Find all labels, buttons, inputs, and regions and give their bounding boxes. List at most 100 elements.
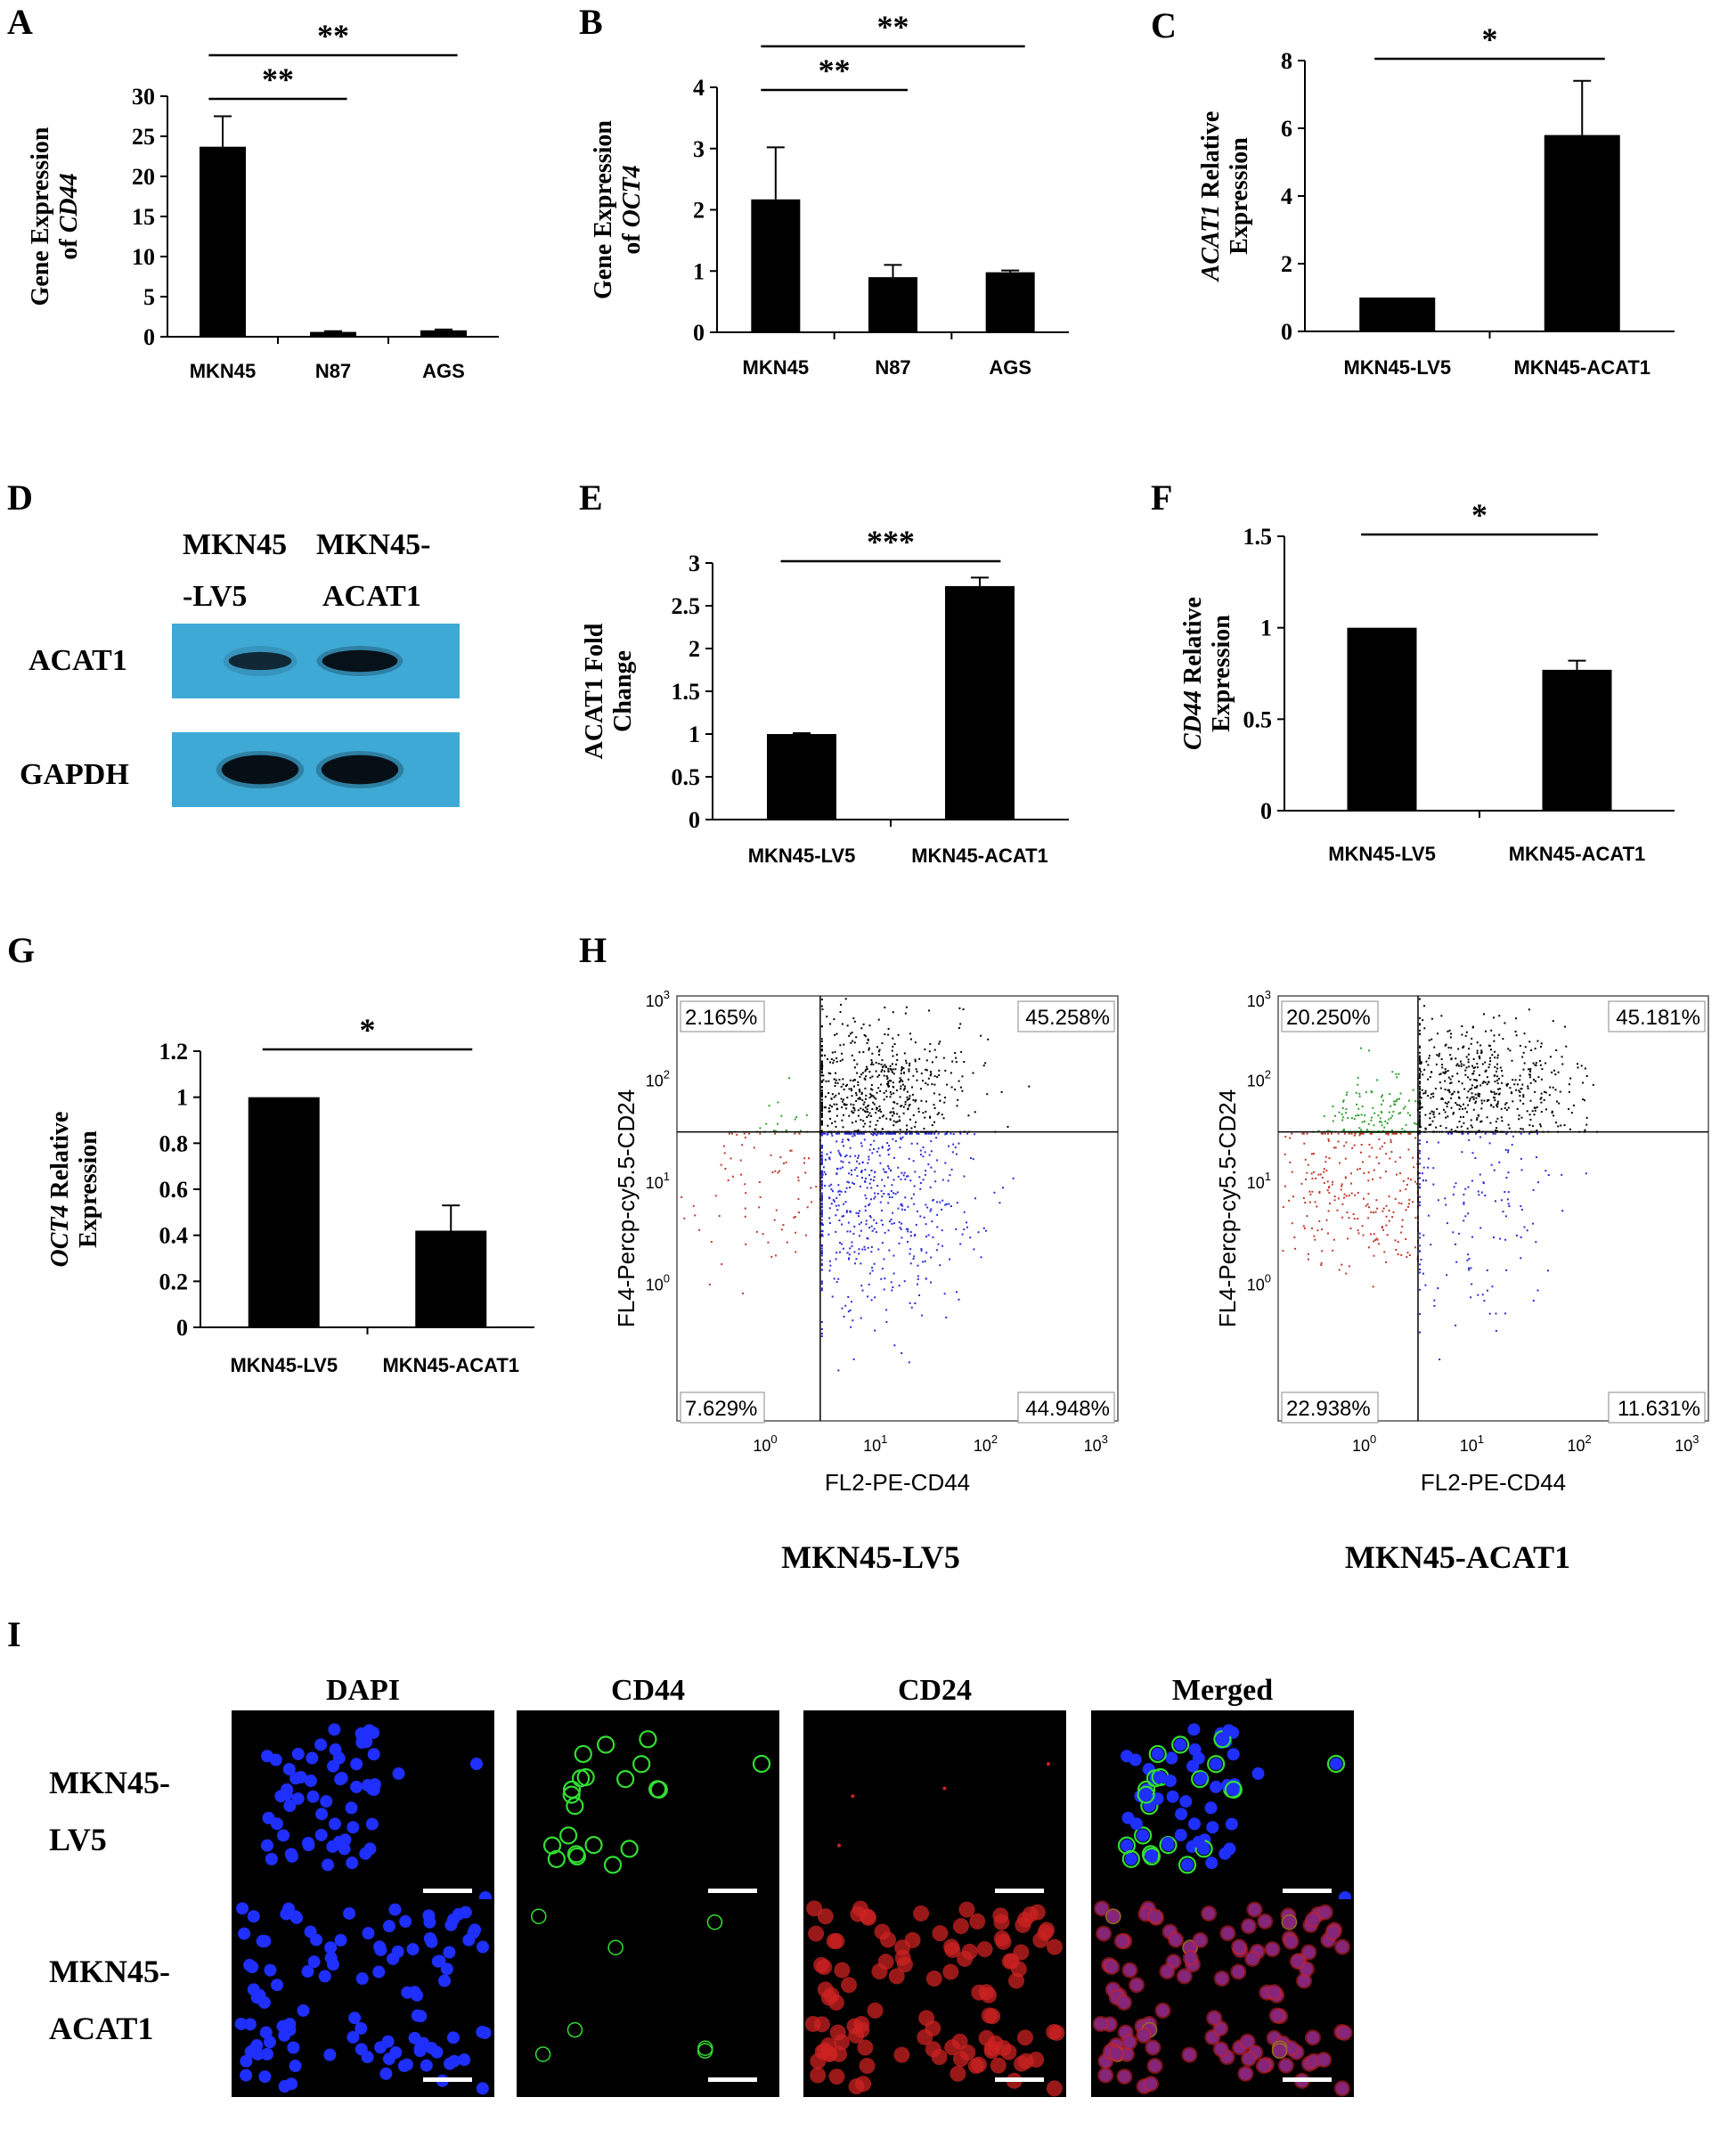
scale-bar: [1283, 1889, 1332, 1893]
quadrant-ur-label-box: [1017, 1000, 1115, 1032]
microscopy-column-label: CD44: [611, 1674, 685, 1707]
flow-plot-title: MKN45-LV5: [781, 1539, 960, 1575]
y-axis-label: Gene Expression of CD44: [27, 126, 83, 306]
significance-label: **: [819, 53, 851, 88]
quadrant-ul-label: 20.250%: [1286, 1006, 1371, 1030]
significance-label: ***: [867, 524, 915, 559]
chart-b-oct4-expression: 0 1 2 3 4 MKN45 N87 AGS ** ** Gene Expression of OC…: [590, 9, 1069, 379]
y-tick-label: 0: [689, 807, 700, 833]
quadrant-ll-label: 22.938%: [1286, 1397, 1371, 1421]
x-tick-label: 103: [1084, 1432, 1108, 1455]
y-tick-label: 25: [132, 124, 155, 150]
blot-strip-gapdh: [172, 732, 460, 807]
category-label: N87: [875, 356, 910, 379]
y-tick-label: 3: [689, 551, 700, 576]
bar: [985, 272, 1035, 332]
chart-f-cd44-relative: 0 0.5 1 1.5 MKN45-LV5 MKN45-ACAT1 * CD44 Relati…: [1179, 497, 1675, 865]
quadrant-lr-label: 11.631%: [1618, 1397, 1700, 1421]
significance-label: **: [262, 61, 294, 97]
y-tick-label: 102: [646, 1067, 670, 1089]
chart-e-acat1-fold-change: 0 0.5 1 1.5 2 2.5 3 MKN45-LV5 MKN45-ACAT1 *** ACAT…: [581, 524, 1069, 867]
bar: [767, 734, 836, 820]
chart-g-oct4-relative: 0 0.2 0.4 0.6 0.8 1 1.2 MKN45-LV5 MKN45-ACAT1 * OC…: [46, 1012, 534, 1376]
y-tick-label: 4: [693, 75, 705, 101]
y-tick-label: 30: [132, 84, 155, 110]
bar: [420, 330, 467, 337]
category-label: MKN45-LV5: [1328, 843, 1436, 865]
bar: [248, 1097, 320, 1327]
svg-text:OCT4 Relative: OCT4 Relative: [46, 1112, 74, 1268]
y-tick-label: 0: [176, 1315, 188, 1341]
scale-bar: [708, 2077, 757, 2082]
blot-col2-line2: ACAT1: [322, 580, 421, 613]
microscopy-image: [1091, 1710, 1354, 1908]
category-label: MKN45-LV5: [748, 845, 856, 867]
flow-x-axis-label: FL2-PE-CD44: [825, 1469, 970, 1496]
y-tick-label: 3: [693, 136, 705, 162]
quadrant-ll-label-box: [680, 1391, 765, 1424]
microscopy-row-label-line1: MKN45-: [49, 1765, 170, 1800]
bar: [200, 146, 246, 337]
category-label: MKN45-LV5: [230, 1354, 338, 1376]
y-tick-label: 15: [132, 204, 155, 230]
panel-label-g: G: [7, 930, 35, 970]
quadrant-ul-label-box: [1281, 1000, 1379, 1032]
panel-label-h: H: [579, 930, 607, 970]
quadrant-ur-label: 45.181%: [1616, 1006, 1700, 1030]
y-tick-label: 6: [1281, 116, 1292, 142]
y-tick-label: 1.5: [1243, 524, 1273, 550]
quadrant-ur-label: 45.258%: [1025, 1006, 1110, 1030]
y-tick-label: 1.2: [159, 1039, 189, 1065]
microscopy-row-label-line2: ACAT1: [49, 2011, 153, 2046]
category-label: MKN45: [743, 356, 810, 379]
y-tick-label: 0.2: [159, 1269, 189, 1294]
significance-label: **: [317, 18, 349, 53]
y-tick-label: 8: [1281, 48, 1292, 74]
microscopy-row-label-line2: LV5: [49, 1822, 107, 1857]
flow-y-axis-label: FL4-Percp-cy5.5-CD24: [613, 1089, 640, 1327]
quadrant-ll-label: 7.629%: [685, 1397, 757, 1421]
microscopy-image: [803, 1710, 1066, 1908]
y-tick-label: 2: [689, 636, 700, 662]
flow-y-axis-label: FL4-Percp-cy5.5-CD24: [1214, 1089, 1241, 1327]
category-label: MKN45-ACAT1: [382, 1354, 519, 1376]
svg-text:Change: Change: [609, 650, 637, 732]
flow-plot-title: MKN45-ACAT1: [1345, 1539, 1570, 1575]
category-label: MKN45-ACAT1: [911, 845, 1048, 867]
bar: [415, 1230, 487, 1327]
svg-text:ACAT1 Relative: ACAT1 Relative: [1197, 111, 1225, 283]
y-axis-label: OCT4 Relative Expression: [46, 1112, 102, 1268]
y-tick-label: 10: [132, 244, 155, 270]
category-label: AGS: [989, 356, 1031, 379]
quadrant-lr-label: 44.948%: [1025, 1397, 1110, 1421]
blot-band: [322, 649, 398, 673]
category-label: AGS: [422, 360, 465, 382]
y-tick-label: 101: [646, 1170, 670, 1192]
y-tick-label: 0.5: [672, 764, 701, 790]
svg-text:Gene Expression: Gene Expression: [590, 120, 617, 299]
panel-label-i: I: [7, 1614, 21, 1654]
y-tick-label: 0: [1281, 319, 1292, 345]
scale-bar: [708, 1889, 757, 1893]
category-label: N87: [315, 360, 351, 382]
x-tick-label: 101: [863, 1432, 887, 1455]
blot-band: [221, 755, 299, 785]
panel-label-d: D: [7, 477, 33, 518]
quadrant-ul-label-box: [680, 1000, 765, 1032]
chart-a-cd44-expression: 0 5 10 15 20 25 30 MKN45 N87 AGS ** ** Gene Expressi…: [27, 18, 499, 382]
microscopy-image: [517, 1899, 779, 2097]
y-tick-label: 103: [1247, 988, 1271, 1010]
blot-band: [321, 755, 399, 785]
bar: [1359, 298, 1436, 331]
y-tick-label: 0.4: [159, 1223, 189, 1249]
microscopy-image: [232, 1710, 494, 1908]
quadrant-ur-label-box: [1608, 1000, 1706, 1032]
y-tick-label: 103: [646, 988, 670, 1010]
scale-bar: [423, 1889, 472, 1893]
blot-band: [228, 651, 292, 671]
category-label: MKN45-ACAT1: [1509, 843, 1646, 865]
y-tick-label: 2.5: [672, 593, 701, 619]
bar: [310, 331, 356, 337]
panel-label-f: F: [1151, 477, 1172, 518]
